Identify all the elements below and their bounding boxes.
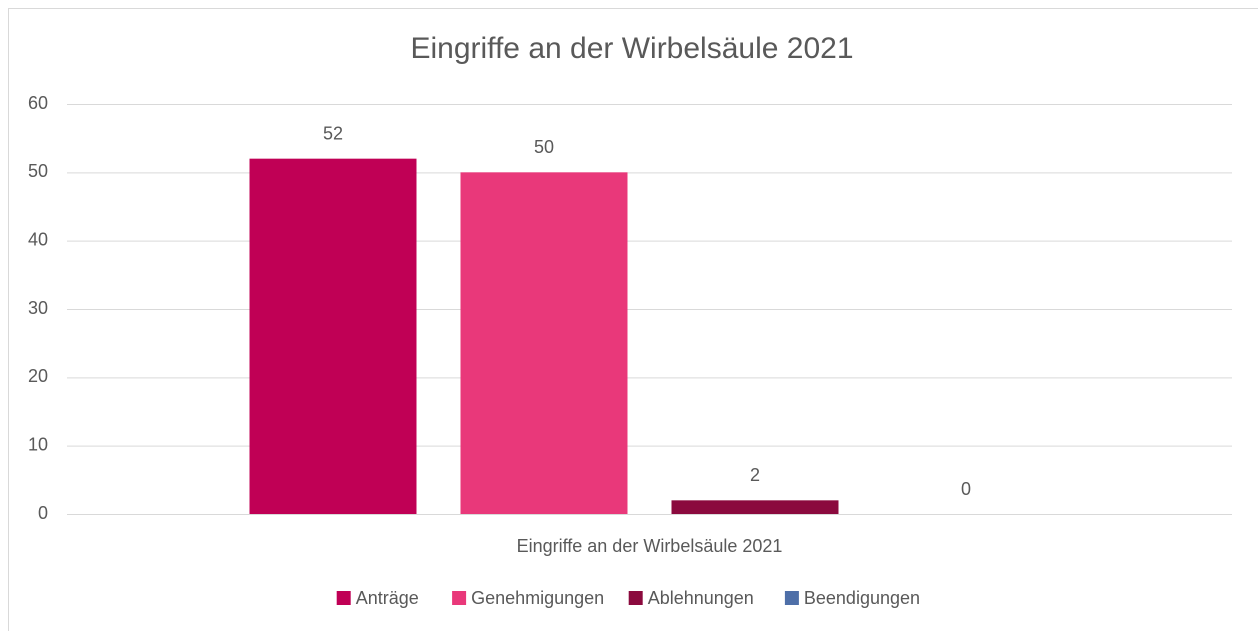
data-label: 0 <box>961 479 971 499</box>
y-tick-label: 60 <box>28 93 48 113</box>
chart-title: Eingriffe an der Wirbelsäule 2021 <box>410 32 853 65</box>
chart-frame <box>8 8 1258 631</box>
legend-label: Genehmigungen <box>471 588 604 608</box>
y-tick-label: 30 <box>28 298 48 318</box>
data-label: 2 <box>750 465 760 485</box>
data-label: 50 <box>534 137 554 157</box>
y-tick-label: 20 <box>28 366 48 386</box>
legend-label: Anträge <box>356 588 419 608</box>
bar <box>249 158 417 514</box>
legend-label: Beendigungen <box>804 588 920 608</box>
legend-swatch <box>784 591 799 605</box>
legend-swatch <box>628 591 643 605</box>
y-tick-label: 40 <box>28 229 48 249</box>
bar <box>460 172 628 515</box>
bar <box>671 500 839 514</box>
data-label: 52 <box>323 123 343 143</box>
legend-label: Ablehnungen <box>648 588 754 608</box>
y-tick-label: 10 <box>28 434 48 454</box>
legend-swatch <box>336 591 351 605</box>
x-tick-label: Eingriffe an der Wirbelsäule 2021 <box>517 536 783 556</box>
legend-swatch <box>452 591 467 605</box>
y-tick-label: 0 <box>38 503 48 523</box>
y-tick-label: 50 <box>28 161 48 181</box>
